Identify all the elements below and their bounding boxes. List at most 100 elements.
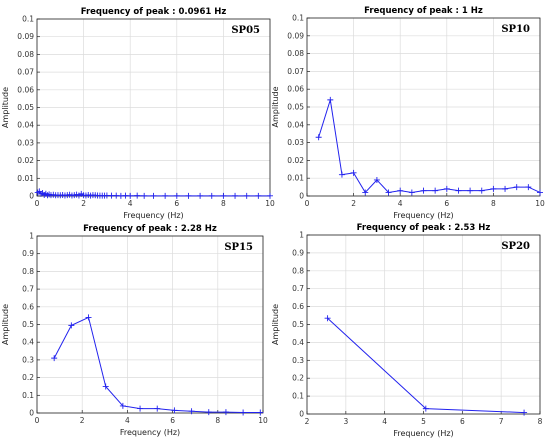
y-tick-label: 0.7 bbox=[292, 284, 304, 293]
y-tick-label: 0.3 bbox=[292, 356, 304, 365]
y-tick-label: 0.1 bbox=[22, 15, 34, 24]
data-point bbox=[162, 192, 169, 199]
data-point bbox=[420, 187, 427, 194]
y-tick-label: 0.5 bbox=[22, 320, 34, 329]
y-tick-label: 0.1 bbox=[292, 14, 304, 23]
axes-frame bbox=[306, 17, 541, 197]
chart-panel-4: 2 3 4 5 6 7 8 0 0.1 0.2 0.3 0.4 0.5 0.6 0.7 0.8 0.9 1 Freq… bbox=[271, 223, 543, 438]
x-tick-label: 0 bbox=[35, 416, 40, 425]
data-point bbox=[513, 184, 520, 191]
x-tick-label: 6 bbox=[444, 199, 449, 208]
y-tick-label: 0.06 bbox=[17, 85, 34, 94]
panel-label: SP05 bbox=[231, 25, 260, 36]
data-point bbox=[490, 185, 497, 192]
y-tick-label: 0.09 bbox=[287, 31, 304, 40]
y-tick-label: 0.04 bbox=[17, 121, 34, 130]
y-tick-label: 0.01 bbox=[287, 174, 304, 183]
x-tick-label: 10 bbox=[265, 199, 275, 208]
x-tick-label: 0 bbox=[305, 199, 310, 208]
data-point bbox=[327, 96, 334, 103]
x-tick-label: 8 bbox=[221, 199, 226, 208]
y-tick-label: 0.07 bbox=[287, 67, 304, 76]
x-tick-label: 2 bbox=[81, 199, 86, 208]
x-tick-label: 2 bbox=[351, 199, 356, 208]
panel-label: SP10 bbox=[501, 24, 530, 35]
x-axis-label: Frequency (Hz) bbox=[393, 429, 453, 438]
y-tick-label: 1 bbox=[299, 231, 304, 240]
data-point bbox=[232, 192, 239, 199]
data-point bbox=[525, 184, 532, 191]
y-tick-label: 0.08 bbox=[287, 49, 304, 58]
chart-title: Frequency of peak : 2.28 Hz bbox=[83, 224, 217, 234]
data-point bbox=[173, 192, 180, 199]
y-tick-label: 1 bbox=[29, 232, 34, 241]
data-point bbox=[537, 189, 543, 196]
y-tick-label: 0.4 bbox=[292, 338, 304, 347]
data-point bbox=[243, 192, 250, 199]
chart-panel-1: 0 2 4 6 8 10 0 0.01 0.02 0.03 0.04 0.05 0.06 0.07 0.08… bbox=[1, 7, 275, 220]
y-tick-label: 0.03 bbox=[287, 138, 304, 147]
data-point bbox=[185, 192, 192, 199]
data-point bbox=[502, 185, 509, 192]
data-point bbox=[208, 192, 215, 199]
y-axis-label: Amplitude bbox=[1, 304, 10, 345]
data-point bbox=[324, 315, 331, 322]
data-point bbox=[373, 176, 380, 183]
chart-title: Frequency of peak : 2.53 Hz bbox=[357, 223, 491, 233]
y-tick-label: 0 bbox=[29, 409, 34, 418]
y-axis-label: Amplitude bbox=[1, 87, 10, 128]
data-point bbox=[385, 189, 392, 196]
y-tick-label: 0 bbox=[299, 410, 304, 419]
x-tick-label: 7 bbox=[499, 417, 504, 426]
x-tick-label: 8 bbox=[215, 416, 220, 425]
y-tick-label: 0.02 bbox=[17, 156, 34, 165]
y-tick-label: 0.6 bbox=[22, 302, 34, 311]
data-point bbox=[397, 187, 404, 194]
panel-label: SP15 bbox=[224, 242, 253, 253]
data-point bbox=[141, 192, 148, 199]
y-tick-label: 0 bbox=[29, 192, 34, 201]
x-tick-label: 4 bbox=[398, 199, 403, 208]
y-tick-label: 0.1 bbox=[292, 392, 304, 401]
y-tick-label: 0.05 bbox=[17, 103, 34, 112]
data-point bbox=[240, 409, 247, 416]
data-point bbox=[188, 408, 195, 415]
data-point bbox=[85, 314, 92, 321]
y-tick-label: 0.1 bbox=[22, 391, 34, 400]
data-point bbox=[154, 405, 161, 412]
data-point bbox=[220, 192, 227, 199]
data-point bbox=[150, 192, 157, 199]
x-tick-label: 10 bbox=[535, 199, 545, 208]
y-tick-label: 0.7 bbox=[22, 285, 34, 294]
x-axis-label: Frequency (Hz) bbox=[123, 211, 183, 220]
data-point bbox=[432, 187, 439, 194]
data-point bbox=[521, 409, 528, 416]
x-tick-label: 8 bbox=[538, 417, 543, 426]
x-tick-label: 0 bbox=[35, 199, 40, 208]
y-tick-label: 0.6 bbox=[292, 302, 304, 311]
y-tick-label: 0.02 bbox=[287, 156, 304, 165]
y-axis-label: Amplitude bbox=[271, 86, 280, 127]
chart-panel-2: 0 2 4 6 8 10 0 0.01 0.02 0.03 0.04 0.05 0.06 0.07 0.08… bbox=[271, 6, 545, 220]
y-tick-label: 0.03 bbox=[17, 138, 34, 147]
y-tick-label: 0.2 bbox=[22, 373, 34, 382]
data-point bbox=[255, 192, 262, 199]
y-tick-label: 0.04 bbox=[287, 120, 304, 129]
data-point bbox=[443, 185, 450, 192]
panel-label: SP20 bbox=[501, 241, 530, 252]
data-point bbox=[68, 322, 75, 329]
data-point bbox=[102, 383, 109, 390]
data-point bbox=[257, 409, 264, 416]
y-tick-label: 0.4 bbox=[22, 338, 34, 347]
data-point bbox=[51, 355, 58, 362]
y-tick-label: 0.06 bbox=[287, 85, 304, 94]
data-point bbox=[455, 187, 462, 194]
data-point bbox=[222, 409, 229, 416]
y-tick-label: 0.09 bbox=[17, 32, 34, 41]
y-tick-label: 0.08 bbox=[17, 50, 34, 59]
chart-title: Frequency of peak : 1 Hz bbox=[364, 6, 483, 16]
y-tick-label: 0.9 bbox=[292, 248, 304, 257]
y-tick-label: 0.07 bbox=[17, 68, 34, 77]
y-tick-label: 0.01 bbox=[17, 174, 34, 183]
